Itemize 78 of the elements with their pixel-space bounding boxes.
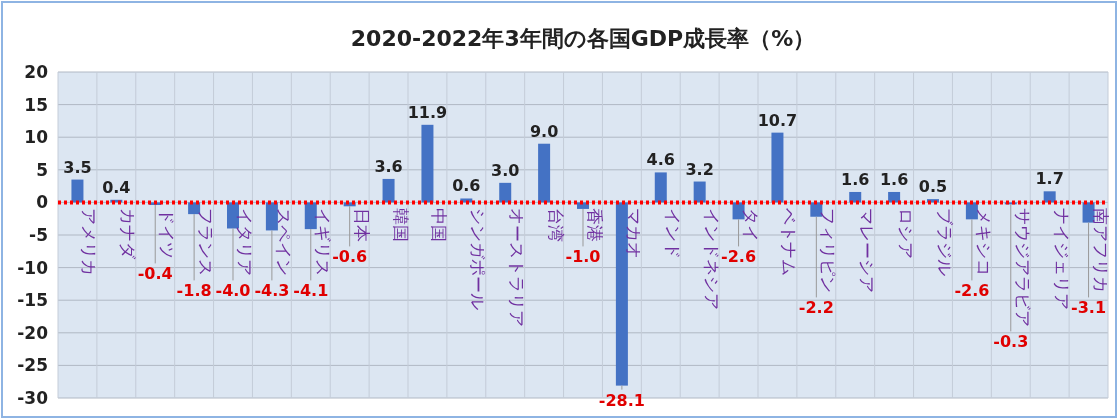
x-tick-label: フィリピン	[818, 208, 839, 294]
data-label: -4.3	[254, 281, 290, 301]
data-label: -2.6	[721, 247, 757, 267]
data-label: 0.6	[452, 176, 481, 196]
y-tick-label: -25	[17, 355, 48, 376]
data-label: -0.3	[993, 332, 1029, 352]
bar	[265, 202, 278, 231]
x-tick-label: 南アフリカ	[1090, 208, 1111, 294]
bar	[693, 181, 706, 203]
y-tick-label: -10	[17, 257, 49, 278]
data-label: 0.5	[918, 177, 948, 197]
y-tick-label: 15	[24, 94, 48, 115]
data-label: -0.6	[332, 247, 368, 267]
x-tick-label: 日本	[351, 208, 372, 243]
x-tick-label: 香港	[585, 208, 605, 243]
bar	[654, 172, 667, 203]
x-tick-label: インド	[662, 208, 683, 260]
data-label: -3.1	[1071, 298, 1107, 318]
x-tick-label: イギリス	[312, 208, 333, 277]
y-tick-label: -20	[17, 322, 49, 343]
bar	[965, 202, 978, 220]
data-label: 3.5	[63, 157, 92, 177]
data-label: 1.7	[1035, 169, 1064, 189]
x-tick-label: サウジアラビア	[1012, 208, 1033, 328]
x-tick-label: カナダ	[118, 208, 139, 261]
y-tick-label: -15	[17, 290, 48, 311]
x-tick-label: メキシコ	[973, 208, 994, 277]
bar	[382, 178, 395, 203]
x-tick-label: ブラジル	[935, 208, 955, 277]
data-label: -2.6	[954, 281, 990, 301]
data-label: 3.2	[685, 159, 714, 179]
x-tick-label: タイ	[740, 208, 761, 243]
x-tick-label: マレーシア	[857, 208, 878, 294]
x-tick-label: ナイジェリア	[1051, 208, 1072, 311]
x-tick-label: 韓国	[390, 208, 411, 243]
data-label: -4.0	[215, 281, 251, 301]
data-label: -2.2	[798, 298, 834, 318]
y-tick-label: -30	[17, 388, 49, 408]
x-tick-label: フランス	[196, 208, 217, 277]
x-tick-label: インドネシア	[701, 208, 722, 311]
data-label: 0.4	[102, 177, 131, 197]
x-tick-label: シンガポール	[468, 208, 489, 311]
y-tick-label: 10	[24, 127, 49, 148]
data-label: 3.6	[374, 156, 403, 176]
x-tick-label: マカオ	[623, 208, 644, 260]
bar	[499, 182, 512, 203]
x-tick-label: ロシア	[896, 208, 917, 260]
bar	[1082, 202, 1095, 223]
data-label: -1.0	[565, 247, 601, 267]
data-label: -4.1	[293, 281, 329, 301]
data-label: 1.6	[841, 169, 870, 189]
data-label: -1.8	[176, 281, 212, 301]
y-tick-label: 0	[36, 192, 49, 213]
y-tick-label: -5	[29, 225, 48, 245]
x-tick-label: オーストラリア	[507, 208, 528, 328]
bar	[71, 179, 84, 203]
x-tick-label: ベトナム	[779, 208, 800, 277]
bar	[615, 202, 628, 386]
x-tick-label: アメリカ	[79, 208, 100, 277]
data-label: -28.1	[598, 390, 645, 410]
bar	[538, 143, 551, 203]
data-label: 4.6	[646, 150, 675, 170]
data-label: 3.0	[491, 160, 520, 180]
data-label: 1.6	[879, 169, 909, 189]
x-tick-label: 中国	[429, 208, 450, 243]
x-tick-label: ドイツ	[157, 208, 178, 260]
y-tick-label: 20	[24, 62, 49, 82]
y-tick-label: 5	[36, 159, 48, 180]
chart-title: 2020-2022年3年間の各国GDP成長率（%）	[350, 26, 816, 51]
x-tick-label: スペイン	[273, 208, 294, 277]
data-label: 9.0	[529, 121, 559, 141]
bar	[771, 132, 784, 203]
data-label: 11.9	[407, 102, 448, 122]
x-tick-label: 台湾	[546, 208, 567, 243]
data-label: 10.7	[757, 110, 798, 130]
bar	[421, 124, 434, 203]
x-tick-label: イタリア	[235, 208, 255, 277]
data-label: -0.4	[137, 264, 173, 284]
